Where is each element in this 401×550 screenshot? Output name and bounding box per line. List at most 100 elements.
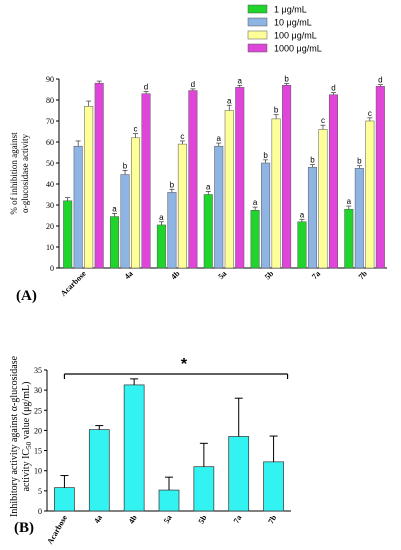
category-label: 4a xyxy=(92,514,104,525)
significance-letter: b xyxy=(274,106,279,115)
bar xyxy=(297,221,307,269)
bar xyxy=(123,384,145,512)
significance-letter: a xyxy=(300,210,305,219)
panel-b-y-axis-label-line2: activity IC50 value (μg/mL) xyxy=(21,382,33,492)
bar xyxy=(318,129,328,269)
panel-b-chart: 0 5 10 15 20 25 30 35 Acarbose 4a 4b 5a 5b 7a 7b * Inh… xyxy=(9,355,291,546)
significance-letter: d xyxy=(191,80,195,89)
y-tick-label: 35 xyxy=(34,366,42,375)
significance-letter: c xyxy=(368,109,372,118)
bar xyxy=(271,118,281,269)
significance-letter: d xyxy=(378,76,382,85)
legend-swatch xyxy=(247,43,268,53)
y-axis-label-line2: α-glucosidase activity xyxy=(20,134,30,213)
bar xyxy=(167,192,177,269)
significance-letter: a xyxy=(206,182,211,191)
bar xyxy=(354,168,364,269)
significance-letter: a xyxy=(347,197,352,206)
significance-letter: a xyxy=(159,213,164,222)
bar xyxy=(120,174,130,269)
category-label: 7a xyxy=(232,514,244,525)
bar xyxy=(156,224,166,269)
bar xyxy=(88,429,110,512)
ylabel-subscript: 50 xyxy=(25,441,33,449)
category-label: 7b xyxy=(357,269,370,282)
significance-letter: b xyxy=(284,75,289,84)
y-tick-label: 70 xyxy=(46,117,54,126)
y-tick-label: 25 xyxy=(34,406,42,415)
panel-b-bars: Acarbose 4a 4b 5a 5b 7a 7b * xyxy=(45,356,289,546)
y-tick-label: 0 xyxy=(50,264,54,273)
bar xyxy=(224,110,234,269)
y-tick-label: 90 xyxy=(46,75,54,84)
significance-letter: a xyxy=(217,134,222,143)
significance-letter: c xyxy=(134,125,138,134)
significance-letter: c xyxy=(321,116,325,125)
panel-b-y-axis-label-line1: Inhibitory activity against α-glucosidas… xyxy=(9,355,20,517)
y-tick-label: 20 xyxy=(34,426,42,435)
bar xyxy=(214,145,224,269)
bar xyxy=(73,145,83,269)
bar xyxy=(375,86,385,269)
y-tick-label: 80 xyxy=(46,96,54,105)
bar xyxy=(63,200,73,269)
significance-letter: b xyxy=(310,156,315,165)
bar xyxy=(261,162,271,269)
category-label: 4b xyxy=(169,269,182,282)
y-tick-label: 30 xyxy=(46,201,54,210)
significance-letter: b xyxy=(123,161,128,170)
legend-entry: 100 μg/mL xyxy=(274,31,317,41)
y-tick-label: 5 xyxy=(38,487,42,496)
significance-letter: b xyxy=(170,180,175,189)
bar xyxy=(282,85,292,269)
y-tick-label: 15 xyxy=(34,447,42,456)
significance-star: * xyxy=(181,356,188,373)
significance-letter: b xyxy=(357,157,362,166)
category-label: Acarbose xyxy=(45,513,69,546)
legend-entry: 1 μg/mL xyxy=(274,5,307,15)
bar xyxy=(193,466,215,512)
bar xyxy=(94,82,104,269)
panel-a-y-axis-label: % of inhibition againstα-glucosidase act… xyxy=(9,132,30,215)
y-axis-label-line1: % of inhibition against xyxy=(9,132,19,215)
bar xyxy=(131,137,141,269)
y-tick-label: 60 xyxy=(46,138,54,147)
legend-swatch xyxy=(247,17,268,27)
bar xyxy=(141,93,151,269)
panel-a-bars: Acarbose a b c d 4a a b c d 4b a a a a 5a a b b b 5b a b c d 7a a b… xyxy=(59,75,385,298)
y-tick-label: 0 xyxy=(38,507,42,516)
legend-entry: 10 μg/mL xyxy=(274,18,312,28)
category-label: 4b xyxy=(127,513,139,525)
bar xyxy=(228,436,250,512)
category-label: 5a xyxy=(162,514,174,525)
significance-letter: b xyxy=(263,151,268,160)
bar xyxy=(344,208,354,269)
category-label: 5a xyxy=(216,269,228,281)
bar xyxy=(250,210,260,269)
category-label: 7a xyxy=(310,269,322,281)
significance-letter: a xyxy=(227,96,232,105)
y-tick-label: 10 xyxy=(46,243,54,252)
significance-letter: c xyxy=(180,132,184,141)
legend: 1 μg/mL 10 μg/mL 100 μg/mL 1000 μg/mL xyxy=(247,4,322,54)
legend-entry: 1000 μg/mL xyxy=(274,44,322,54)
bar xyxy=(84,106,94,269)
significance-letter: a xyxy=(112,204,117,213)
category-label: 7b xyxy=(266,513,278,525)
y-tick-label: 10 xyxy=(34,467,42,476)
bar xyxy=(365,120,375,269)
bar xyxy=(235,87,245,269)
bar xyxy=(158,489,180,512)
legend-swatch xyxy=(247,4,268,14)
category-label: Acarbose xyxy=(59,269,88,298)
bar xyxy=(54,487,75,512)
category-label: 4a xyxy=(123,269,135,281)
bar xyxy=(177,143,187,269)
panel-b-axes: 0 5 10 15 20 25 30 35 xyxy=(34,366,291,516)
bar xyxy=(110,216,120,269)
y-tick-label: 40 xyxy=(46,180,54,189)
panel-a-label: (A) xyxy=(16,288,37,304)
panel-a-chart: 1 μg/mL 10 μg/mL 100 μg/mL 1000 μg/mL 0 10 20… xyxy=(9,4,387,304)
category-label: 5b xyxy=(197,513,209,525)
